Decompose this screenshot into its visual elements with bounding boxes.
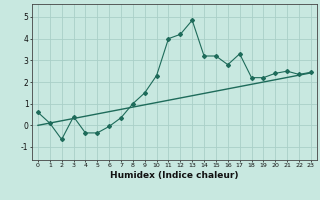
X-axis label: Humidex (Indice chaleur): Humidex (Indice chaleur)	[110, 171, 239, 180]
